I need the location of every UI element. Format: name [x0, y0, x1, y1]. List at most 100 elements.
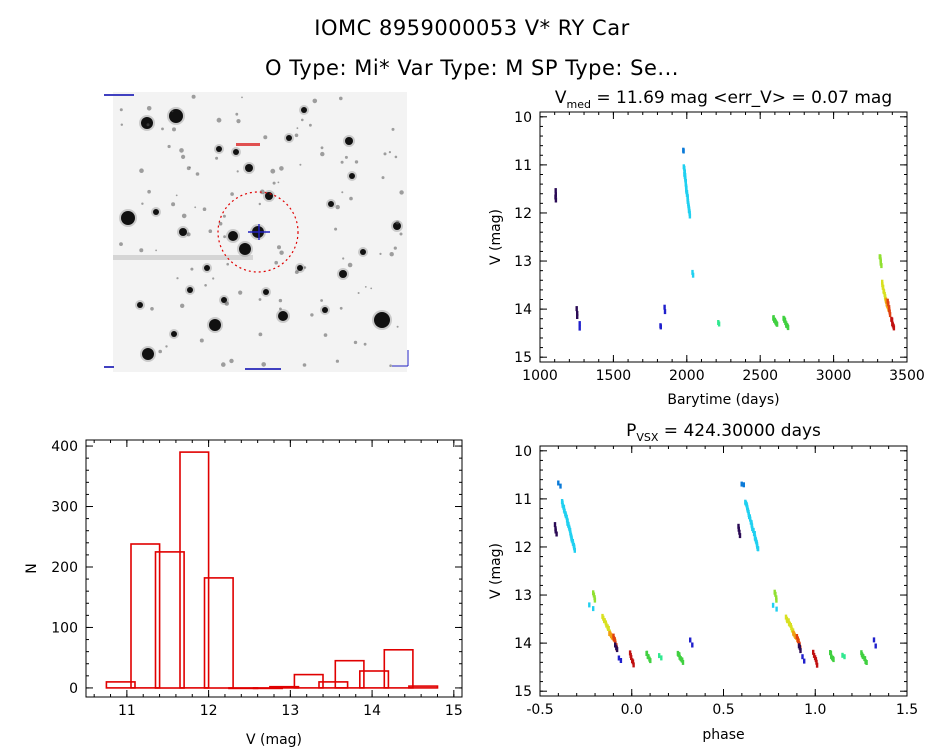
star — [191, 94, 196, 99]
star — [146, 123, 150, 127]
star — [186, 166, 191, 171]
y-tick-label: 300 — [51, 500, 78, 516]
star — [195, 172, 200, 176]
star — [179, 228, 187, 236]
plot-frame — [85, 439, 463, 698]
star — [278, 298, 283, 303]
star — [224, 301, 229, 306]
star — [296, 127, 299, 130]
x-tick-label: 14 — [363, 703, 381, 719]
star — [294, 270, 299, 274]
star — [259, 189, 265, 195]
star — [263, 289, 269, 295]
star — [347, 262, 353, 268]
star — [302, 363, 307, 367]
star — [158, 349, 162, 354]
star — [374, 312, 390, 328]
x-tick-label: 0.5 — [712, 702, 734, 718]
star — [218, 221, 223, 226]
phased-point — [628, 650, 632, 656]
star — [263, 135, 268, 140]
star — [396, 325, 399, 328]
star — [235, 112, 239, 116]
phased-point — [619, 658, 623, 663]
lightcurve-point — [682, 148, 685, 154]
phased-point — [832, 657, 835, 663]
star — [216, 146, 222, 152]
star — [342, 257, 345, 260]
phased-point — [775, 597, 778, 603]
star — [335, 359, 339, 363]
phased-point — [752, 528, 755, 533]
phased-point — [565, 514, 568, 520]
x-tick-label: -0.5 — [526, 702, 553, 718]
star — [212, 277, 215, 280]
star — [357, 292, 360, 294]
star — [228, 231, 238, 241]
x-tick-label: 0.0 — [621, 702, 643, 718]
phased-point — [841, 652, 844, 658]
y-tick-label: 15 — [514, 684, 532, 700]
phased-point — [681, 659, 685, 665]
histogram-bar — [408, 685, 439, 689]
lightcurve-point — [888, 312, 892, 318]
star — [139, 168, 144, 173]
chart-title-line1: IOMC 8959000053 V* RY Car — [314, 16, 630, 40]
image-streak — [113, 255, 253, 260]
star — [147, 189, 151, 194]
phased-title: PVSX = 424.30000 days — [626, 421, 821, 444]
phased-point — [756, 546, 760, 552]
x-tick-label: 3000 — [816, 368, 852, 384]
star — [272, 181, 276, 185]
phased-point — [815, 662, 819, 668]
phased-point — [803, 658, 806, 664]
phased-point — [815, 659, 818, 665]
lightcurve-point — [886, 298, 889, 304]
star — [171, 202, 176, 207]
star — [349, 173, 355, 179]
y-tick-label: 10 — [514, 444, 532, 460]
x-tick-label: 1.5 — [896, 702, 918, 718]
star — [379, 252, 382, 255]
star — [349, 196, 353, 201]
phased-point — [738, 529, 741, 535]
star — [236, 119, 241, 124]
star — [279, 250, 284, 255]
image-tiny-label-mark — [104, 366, 114, 368]
star — [236, 170, 239, 173]
star — [309, 123, 312, 127]
phased-point — [592, 606, 595, 612]
image-tiny-label-mark — [245, 368, 281, 370]
phased-point — [658, 653, 661, 659]
star — [137, 302, 143, 308]
star — [229, 358, 234, 364]
star — [230, 192, 234, 196]
star — [339, 96, 343, 101]
phased-point — [613, 637, 616, 643]
star — [204, 284, 207, 287]
x-tick-label: 1.0 — [804, 702, 826, 718]
lightcurve-point — [691, 272, 695, 278]
phased-point — [829, 650, 833, 656]
star — [320, 151, 325, 157]
star — [238, 290, 243, 295]
histogram-bar — [383, 648, 414, 689]
star — [241, 96, 243, 99]
histogram-bar — [334, 659, 365, 689]
x-tick-label: 1000 — [522, 368, 558, 384]
histogram-bar — [154, 551, 185, 689]
lightcurve-point — [691, 269, 694, 275]
phased-point — [863, 656, 867, 662]
lightcurve-point — [688, 213, 692, 219]
star — [274, 260, 279, 265]
phased-point — [607, 626, 610, 631]
star — [364, 286, 367, 288]
star — [233, 149, 239, 155]
star — [187, 287, 193, 293]
star — [221, 362, 226, 367]
star — [245, 164, 253, 172]
phased-point — [798, 644, 801, 650]
histogram-y-label: N — [24, 563, 40, 573]
star — [391, 127, 395, 131]
y-tick-label: 100 — [51, 620, 78, 636]
